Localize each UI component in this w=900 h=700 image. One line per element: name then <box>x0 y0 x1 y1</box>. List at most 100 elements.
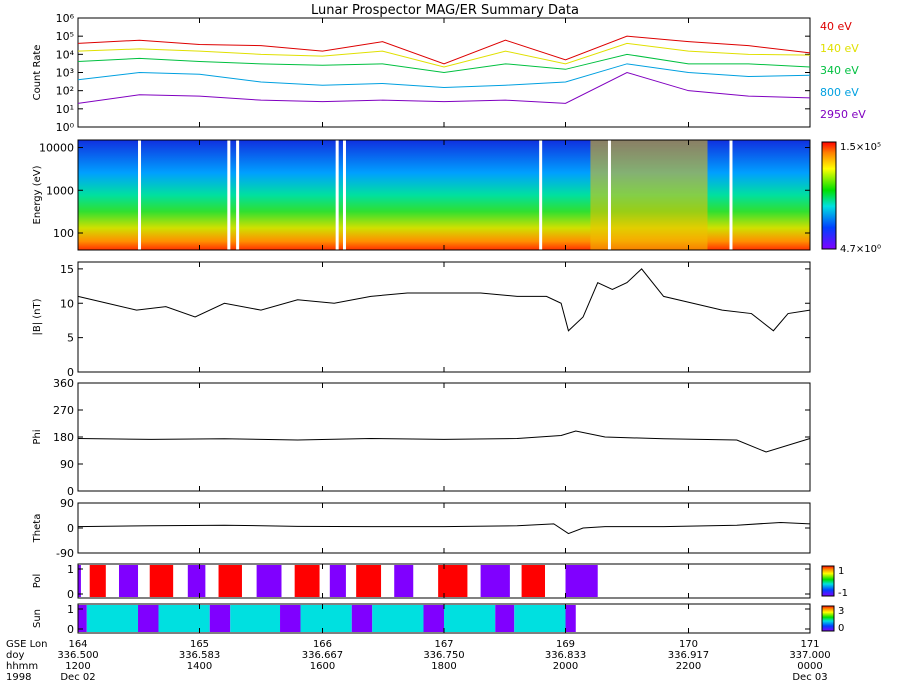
sun-segment <box>209 605 231 632</box>
x-axis-tick-label: Dec 03 <box>792 672 827 683</box>
x-axis-tick-label: 336.917 <box>668 650 709 661</box>
polarity-y-tick-label: 0 <box>67 588 74 601</box>
sun-segment <box>138 605 159 632</box>
polarity-colorbar-min: -1 <box>838 588 848 599</box>
sun-y-tick-label: 1 <box>67 603 74 616</box>
series-line-40ev <box>77 35 811 65</box>
polarity-segment <box>394 565 414 597</box>
sun-segment <box>495 605 515 632</box>
polarity-colorbar <box>821 565 835 597</box>
sun-colorbar-min: 0 <box>838 623 844 634</box>
x-axis-tick-label: 2000 <box>553 661 578 672</box>
polarity-segment <box>294 565 320 597</box>
sun-colorbar-max: 3 <box>838 606 844 617</box>
x-axis-tick-label: 336.583 <box>179 650 220 661</box>
series-line-340ev <box>77 53 811 74</box>
polarity-y-label: Pol <box>32 574 43 589</box>
sun-colorbar <box>821 605 835 632</box>
spectrogram-data-gap <box>539 140 543 250</box>
sun-segment <box>300 605 352 632</box>
figure-title: Lunar Prospector MAG/ER Summary Data <box>311 3 579 18</box>
spectrogram-high-flux-band <box>590 140 708 250</box>
polarity-segment <box>521 565 546 597</box>
phi-y-tick-label: 90 <box>60 458 74 471</box>
x-axis-tick-label: 2200 <box>676 661 701 672</box>
spectrogram-data-gap <box>342 140 346 250</box>
energy-spectrogram-y-tick-label: 100 <box>53 227 74 240</box>
legend-entry-0: 40 eV <box>820 20 852 33</box>
phi-y-tick-label: 360 <box>53 377 74 390</box>
count-rate-y-label: Count Rate <box>32 45 43 101</box>
count-rate-y-tick-label: 10⁵ <box>56 30 74 43</box>
sun-segment <box>158 605 210 632</box>
b-magnitude-y-label: |B| (nT) <box>32 298 43 335</box>
polarity-segment <box>438 565 468 597</box>
x-axis-tick-label: 170 <box>679 639 698 650</box>
phi-frame <box>77 382 811 492</box>
polarity-segment <box>480 565 510 597</box>
spectrogram-colorbar <box>821 141 837 250</box>
theta-y-tick-label: 0 <box>67 522 74 535</box>
x-axis-tick-label: 166 <box>313 639 332 650</box>
b-magnitude-y-tick-label: 10 <box>60 297 74 310</box>
count-rate-y-tick-label: 10¹ <box>56 103 74 116</box>
sun-segment <box>351 605 373 632</box>
x-axis-row-label: hhmm <box>6 661 38 672</box>
polarity-segment <box>218 565 242 597</box>
theta-y-tick-label: -90 <box>56 547 74 560</box>
x-axis-row-label: 1998 <box>6 672 31 683</box>
phi-trace <box>77 430 811 453</box>
spectrogram-data-gap <box>138 140 142 250</box>
spectrogram-data-gap <box>729 140 733 250</box>
theta-frame <box>77 502 811 554</box>
theta-y-label: Theta <box>32 514 43 544</box>
polarity-segment <box>149 565 174 597</box>
b-magnitude-y-tick-label: 0 <box>67 366 74 379</box>
polarity-segment <box>256 565 282 597</box>
count-rate-y-tick-label: 10⁴ <box>56 48 75 61</box>
spectrogram-colorbar-min: 4.7×10⁰ <box>840 244 881 255</box>
x-axis-tick-label: 167 <box>434 639 453 650</box>
count-rate-y-tick-label: 10⁰ <box>56 121 75 134</box>
legend-entry-3: 800 eV <box>820 86 859 99</box>
x-axis-tick-label: 0000 <box>797 661 822 672</box>
b-magnitude-y-tick-label: 5 <box>67 332 74 345</box>
x-axis-tick-label: 164 <box>68 639 87 650</box>
spectrogram-data-gap <box>607 140 611 250</box>
energy-spectrogram-y-label: Energy (eV) <box>32 165 43 224</box>
polarity-y-tick-label: 1 <box>67 563 74 576</box>
legend-entry-1: 140 eV <box>820 42 859 55</box>
count-rate-y-tick-label: 10⁶ <box>56 12 75 25</box>
x-axis-tick-label: 165 <box>190 639 209 650</box>
legend-entry-4: 2950 eV <box>820 108 866 121</box>
count-rate-y-tick-label: 10³ <box>56 67 74 80</box>
sun-segment <box>423 605 444 632</box>
x-axis-tick-label: 336.750 <box>423 650 464 661</box>
sun-y-tick-label: 0 <box>67 623 74 636</box>
x-axis-tick-label: 1800 <box>431 661 456 672</box>
phi-y-label: Phi <box>32 429 43 444</box>
theta-y-tick-label: 90 <box>60 497 74 510</box>
polarity-segment <box>118 565 139 597</box>
b-magnitude-frame <box>77 261 811 373</box>
spectrogram-data-gap <box>227 140 231 250</box>
x-axis-tick-label: 1200 <box>65 661 90 672</box>
x-axis-tick-label: 1600 <box>310 661 335 672</box>
b-magnitude-trace <box>77 268 811 332</box>
series-line-2950ev <box>77 71 811 104</box>
polarity-segment <box>89 565 106 597</box>
phi-y-tick-label: 270 <box>53 404 74 417</box>
x-axis-tick-label: 337.000 <box>789 650 830 661</box>
polarity-segment <box>565 565 598 597</box>
energy-spectrogram-y-tick-label: 10000 <box>39 142 74 155</box>
sun-segment <box>230 605 281 632</box>
x-axis-tick-label: 169 <box>556 639 575 650</box>
sun-segment <box>78 605 87 632</box>
sun-y-label: Sun <box>32 609 43 628</box>
x-axis-tick-label: 1400 <box>187 661 212 672</box>
x-axis-tick-label: 171 <box>800 639 819 650</box>
polarity-segment <box>356 565 382 597</box>
phi-y-tick-label: 180 <box>53 431 74 444</box>
b-magnitude-y-tick-label: 15 <box>60 263 74 276</box>
